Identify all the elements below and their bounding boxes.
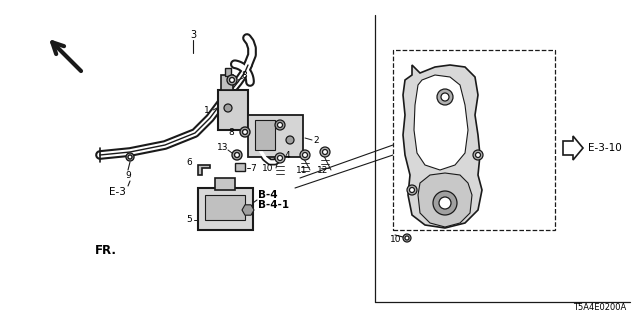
Bar: [198, 188, 253, 230]
Text: 10: 10: [390, 236, 401, 244]
Polygon shape: [242, 205, 254, 215]
Text: 5: 5: [186, 215, 192, 225]
Circle shape: [476, 153, 481, 157]
Bar: [393, 50, 555, 230]
Bar: [235, 163, 245, 171]
Circle shape: [403, 234, 411, 242]
Text: 8: 8: [228, 127, 234, 137]
Polygon shape: [418, 173, 472, 227]
Bar: [215, 178, 235, 190]
Circle shape: [126, 153, 134, 161]
Circle shape: [286, 136, 294, 144]
Text: 1: 1: [204, 106, 210, 115]
Bar: [248, 115, 303, 157]
Text: 8: 8: [241, 70, 247, 79]
Circle shape: [234, 153, 239, 157]
Text: 11: 11: [296, 165, 308, 174]
Text: 4: 4: [285, 150, 291, 159]
Circle shape: [410, 188, 415, 193]
Text: 9: 9: [125, 171, 131, 180]
Circle shape: [437, 89, 453, 105]
Text: 7: 7: [250, 164, 256, 172]
Circle shape: [323, 149, 328, 155]
Text: 10: 10: [262, 164, 274, 172]
Circle shape: [320, 147, 330, 157]
Bar: [205, 195, 245, 220]
Circle shape: [224, 104, 232, 112]
Text: 2: 2: [313, 135, 319, 145]
Bar: [225, 68, 231, 76]
Circle shape: [473, 150, 483, 160]
Polygon shape: [198, 165, 210, 175]
Circle shape: [278, 123, 282, 127]
Circle shape: [275, 153, 285, 163]
Text: B-4-1: B-4-1: [258, 200, 289, 210]
Circle shape: [303, 153, 307, 157]
Circle shape: [433, 191, 457, 215]
Circle shape: [232, 150, 242, 160]
Circle shape: [278, 156, 282, 161]
Circle shape: [405, 236, 409, 240]
Bar: [221, 75, 233, 90]
Bar: [218, 90, 248, 130]
Circle shape: [243, 130, 248, 134]
Circle shape: [230, 77, 234, 83]
Text: E-3: E-3: [109, 187, 125, 197]
Text: 6: 6: [186, 157, 192, 166]
Text: FR.: FR.: [95, 244, 117, 257]
Polygon shape: [563, 136, 583, 160]
Polygon shape: [403, 65, 482, 228]
Circle shape: [275, 120, 285, 130]
Bar: [255, 120, 275, 150]
Text: 13: 13: [216, 142, 228, 151]
Circle shape: [300, 150, 310, 160]
Circle shape: [240, 127, 250, 137]
Polygon shape: [414, 75, 468, 170]
Text: T5A4E0200A: T5A4E0200A: [573, 303, 627, 313]
Text: B-4: B-4: [258, 190, 278, 200]
Circle shape: [128, 155, 132, 159]
Circle shape: [439, 197, 451, 209]
Circle shape: [227, 75, 237, 85]
Text: E-3-10: E-3-10: [588, 143, 621, 153]
Text: 3: 3: [190, 30, 196, 40]
Circle shape: [441, 93, 449, 101]
Circle shape: [407, 185, 417, 195]
Text: 12: 12: [317, 165, 329, 174]
